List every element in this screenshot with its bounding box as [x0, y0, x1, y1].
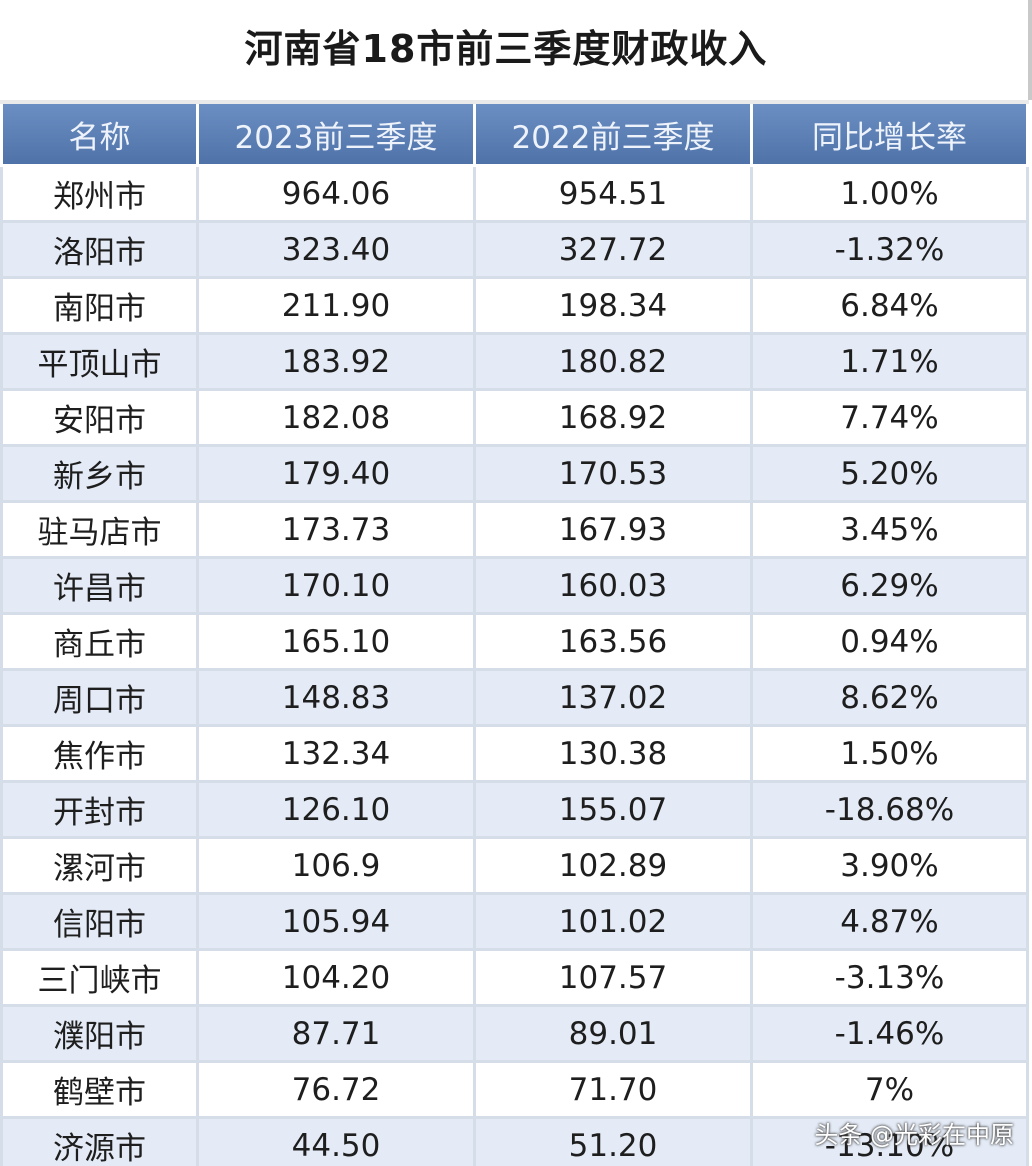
revenue-2022: 163.56	[473, 612, 753, 671]
city-name: 洛阳市	[0, 220, 199, 279]
revenue-2023: 105.94	[196, 892, 476, 951]
fiscal-revenue-table: 名称 2023前三季度 2022前三季度 同比增长率 郑州市 964.06 954.…	[0, 100, 1029, 1166]
growth-rate: 8.62%	[750, 668, 1029, 727]
growth-rate: 0.94%	[750, 612, 1029, 671]
city-name: 焦作市	[0, 724, 199, 783]
growth-rate: 3.90%	[750, 836, 1029, 895]
table-row: 周口市 148.83 137.02 8.62%	[0, 668, 1029, 727]
revenue-2023: 211.90	[196, 276, 476, 335]
table-row: 三门峡市 104.20 107.57 -3.13%	[0, 948, 1029, 1007]
header-2022: 2022前三季度	[473, 100, 753, 167]
revenue-2022: 51.20	[473, 1116, 753, 1166]
revenue-2023: 165.10	[196, 612, 476, 671]
growth-rate: 6.29%	[750, 556, 1029, 615]
table-row: 洛阳市 323.40 327.72 -1.32%	[0, 220, 1029, 279]
revenue-2023: 87.71	[196, 1004, 476, 1063]
growth-rate: 7%	[750, 1060, 1029, 1119]
city-name: 开封市	[0, 780, 199, 839]
city-name: 濮阳市	[0, 1004, 199, 1063]
revenue-2023: 104.20	[196, 948, 476, 1007]
revenue-2022: 102.89	[473, 836, 753, 895]
revenue-2022: 130.38	[473, 724, 753, 783]
growth-rate: -18.68%	[750, 780, 1029, 839]
revenue-2023: 76.72	[196, 1060, 476, 1119]
table-row: 安阳市 182.08 168.92 7.74%	[0, 388, 1029, 447]
growth-rate: -3.13%	[750, 948, 1029, 1007]
city-name: 新乡市	[0, 444, 199, 503]
revenue-2022: 198.34	[473, 276, 753, 335]
revenue-2022: 155.07	[473, 780, 753, 839]
revenue-2023: 44.50	[196, 1116, 476, 1166]
revenue-2022: 137.02	[473, 668, 753, 727]
revenue-2023: 132.34	[196, 724, 476, 783]
table-header-row: 名称 2023前三季度 2022前三季度 同比增长率	[0, 100, 1029, 167]
growth-rate: -13.10%	[750, 1116, 1029, 1166]
revenue-2023: 173.73	[196, 500, 476, 559]
title-bar: 河南省18市前三季度财政收入	[0, 0, 1032, 100]
table-row: 信阳市 105.94 101.02 4.87%	[0, 892, 1029, 951]
growth-rate: -1.32%	[750, 220, 1029, 279]
growth-rate: 5.20%	[750, 444, 1029, 503]
header-name: 名称	[0, 100, 199, 167]
table-row: 商丘市 165.10 163.56 0.94%	[0, 612, 1029, 671]
city-name: 驻马店市	[0, 500, 199, 559]
growth-rate: 1.71%	[750, 332, 1029, 391]
table-row: 濮阳市 87.71 89.01 -1.46%	[0, 1004, 1029, 1063]
city-name: 济源市	[0, 1116, 199, 1166]
table-row: 济源市 44.50 51.20 -13.10%	[0, 1116, 1029, 1166]
revenue-2023: 179.40	[196, 444, 476, 503]
revenue-2023: 182.08	[196, 388, 476, 447]
city-name: 安阳市	[0, 388, 199, 447]
revenue-2023: 323.40	[196, 220, 476, 279]
header-growth: 同比增长率	[750, 100, 1029, 167]
revenue-2022: 327.72	[473, 220, 753, 279]
growth-rate: 4.87%	[750, 892, 1029, 951]
revenue-2022: 180.82	[473, 332, 753, 391]
revenue-2022: 107.57	[473, 948, 753, 1007]
city-name: 鹤壁市	[0, 1060, 199, 1119]
city-name: 许昌市	[0, 556, 199, 615]
table-row: 鹤壁市 76.72 71.70 7%	[0, 1060, 1029, 1119]
revenue-2023: 148.83	[196, 668, 476, 727]
table-row: 焦作市 132.34 130.38 1.50%	[0, 724, 1029, 783]
growth-rate: 3.45%	[750, 500, 1029, 559]
growth-rate: 6.84%	[750, 276, 1029, 335]
header-2023: 2023前三季度	[196, 100, 476, 167]
table-row: 新乡市 179.40 170.53 5.20%	[0, 444, 1029, 503]
growth-rate: -1.46%	[750, 1004, 1029, 1063]
city-name: 商丘市	[0, 612, 199, 671]
city-name: 三门峡市	[0, 948, 199, 1007]
table-row: 许昌市 170.10 160.03 6.29%	[0, 556, 1029, 615]
revenue-2023: 170.10	[196, 556, 476, 615]
revenue-2022: 71.70	[473, 1060, 753, 1119]
city-name: 信阳市	[0, 892, 199, 951]
revenue-2023: 964.06	[196, 164, 476, 223]
city-name: 周口市	[0, 668, 199, 727]
revenue-2022: 170.53	[473, 444, 753, 503]
table-row: 郑州市 964.06 954.51 1.00%	[0, 164, 1029, 223]
table-row: 平顶山市 183.92 180.82 1.71%	[0, 332, 1029, 391]
revenue-2022: 954.51	[473, 164, 753, 223]
table-row: 开封市 126.10 155.07 -18.68%	[0, 780, 1029, 839]
growth-rate: 1.00%	[750, 164, 1029, 223]
page-title: 河南省18市前三季度财政收入	[244, 27, 768, 71]
revenue-2023: 126.10	[196, 780, 476, 839]
revenue-2022: 101.02	[473, 892, 753, 951]
table-row: 驻马店市 173.73 167.93 3.45%	[0, 500, 1029, 559]
revenue-2022: 89.01	[473, 1004, 753, 1063]
growth-rate: 7.74%	[750, 388, 1029, 447]
city-name: 郑州市	[0, 164, 199, 223]
growth-rate: 1.50%	[750, 724, 1029, 783]
revenue-2023: 106.9	[196, 836, 476, 895]
revenue-2022: 167.93	[473, 500, 753, 559]
revenue-2022: 160.03	[473, 556, 753, 615]
city-name: 平顶山市	[0, 332, 199, 391]
city-name: 南阳市	[0, 276, 199, 335]
table-row: 南阳市 211.90 198.34 6.84%	[0, 276, 1029, 335]
revenue-2022: 168.92	[473, 388, 753, 447]
revenue-2023: 183.92	[196, 332, 476, 391]
table-row: 漯河市 106.9 102.89 3.90%	[0, 836, 1029, 895]
city-name: 漯河市	[0, 836, 199, 895]
